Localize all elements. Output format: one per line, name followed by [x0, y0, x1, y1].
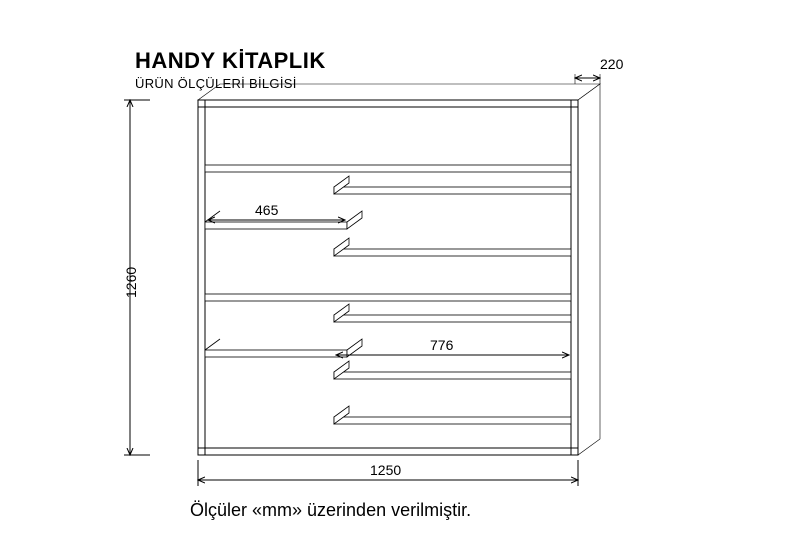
technical-drawing [0, 0, 800, 533]
dim-depth-label: 220 [600, 56, 623, 72]
diagram-canvas: HANDY KİTAPLIK ÜRÜN ÖLÇÜLERİ BİLGİSİ [0, 0, 800, 533]
title-block: HANDY KİTAPLIK ÜRÜN ÖLÇÜLERİ BİLGİSİ [135, 48, 326, 91]
bookshelf-front [198, 100, 578, 455]
dim-shelf-long-label: 776 [430, 337, 453, 353]
dim-shelf-short-label: 465 [255, 202, 278, 218]
product-subtitle: ÜRÜN ÖLÇÜLERİ BİLGİSİ [135, 76, 326, 91]
footer-note: Ölçüler «mm» üzerinden verilmiştir. [190, 500, 471, 521]
product-title: HANDY KİTAPLIK [135, 48, 326, 74]
dim-height-label: 1260 [123, 267, 139, 298]
dim-width-label: 1250 [370, 462, 401, 478]
